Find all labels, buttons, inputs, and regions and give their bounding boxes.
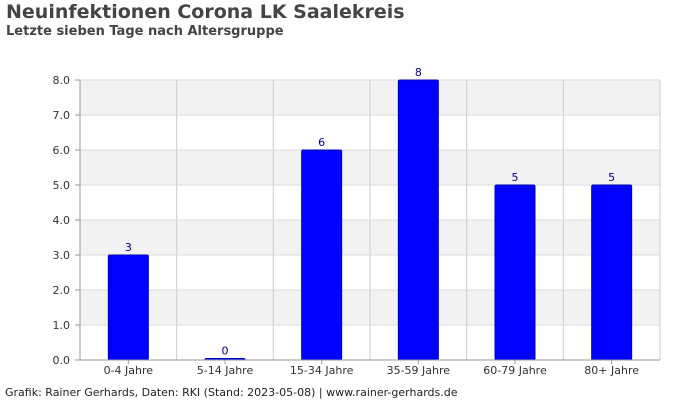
y-tick-label: 1.0 (53, 319, 71, 332)
bar (494, 184, 536, 361)
x-tick-label: 0-4 Jahre (104, 364, 154, 377)
bar (397, 79, 439, 361)
chart-footer: Grafik: Rainer Gerhards, Daten: RKI (Sta… (5, 386, 458, 399)
x-tick-label: 35-59 Jahre (387, 364, 451, 377)
bar (301, 149, 343, 361)
x-axis-ticks: 0-4 Jahre 5-14 Jahre 15-34 Jahre 35-59 Jahr… (104, 360, 639, 377)
y-tick-label: 0.0 (53, 354, 71, 367)
data-label: 6 (318, 136, 325, 149)
y-tick-label: 2.0 (53, 284, 71, 297)
chart-title: Neuinfektionen Corona LK Saalekreis (6, 1, 405, 23)
data-label: 8 (415, 66, 422, 79)
data-label: 5 (512, 171, 519, 184)
y-tick-label: 7.0 (53, 109, 71, 122)
data-labels: 3 0 6 8 5 5 (125, 66, 615, 358)
y-axis-ticks: 0.0 1.0 2.0 3.0 4.0 5.0 6.0 7.0 8.0 (53, 74, 80, 367)
y-tick-label: 8.0 (53, 74, 71, 87)
x-tick-label: 60-79 Jahre (483, 364, 547, 377)
data-label: 0 (222, 345, 229, 358)
data-label: 3 (125, 241, 132, 254)
bar (107, 254, 149, 361)
bar-series (107, 79, 633, 361)
bar (591, 184, 633, 361)
chart-subtitle: Letzte sieben Tage nach Altersgruppe (6, 24, 284, 39)
y-tick-label: 6.0 (53, 144, 71, 157)
y-tick-label: 5.0 (53, 179, 71, 192)
y-tick-label: 4.0 (53, 214, 71, 227)
data-label: 5 (608, 171, 615, 184)
y-tick-label: 3.0 (53, 249, 71, 262)
x-tick-label: 5-14 Jahre (197, 364, 254, 377)
x-tick-label: 80+ Jahre (584, 364, 639, 377)
x-tick-label: 15-34 Jahre (290, 364, 354, 377)
